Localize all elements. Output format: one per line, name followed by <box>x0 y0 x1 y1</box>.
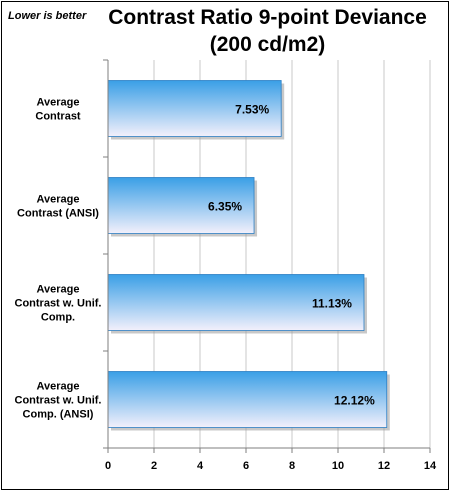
bar <box>107 80 282 137</box>
x-tick-label: 4 <box>197 460 204 472</box>
chart-title-line-1: Contrast Ratio 9-point Deviance <box>108 6 427 29</box>
bar <box>107 177 255 234</box>
value-label: 11.13% <box>312 297 352 311</box>
x-tick-label: 2 <box>151 460 157 472</box>
x-tick-label: 14 <box>424 460 437 472</box>
category-label: Average Contrast (ANSI) <box>17 194 99 220</box>
value-label: 12.12% <box>334 394 375 408</box>
x-tick-label: 8 <box>289 460 295 472</box>
x-tick-label: 12 <box>378 460 390 472</box>
chart-title-line-2: (200 cd/m2) <box>209 33 326 56</box>
value-label: 7.53% <box>235 103 269 117</box>
labels: 0 2 4 6 8 10 12 14 7.53% Average Contrast 6.35% Aver… <box>15 97 437 473</box>
x-tick-label: 6 <box>243 460 249 472</box>
category-label: Average Contrast w. Unif. Comp. <box>15 284 102 324</box>
category-label: Average Contrast w. Unif. Comp. (ANSI) <box>15 381 102 421</box>
bars <box>107 80 390 431</box>
bar <box>107 371 388 428</box>
category-label: Average Contrast <box>35 97 81 123</box>
bar <box>107 274 365 331</box>
chart-title: Contrast Ratio 9-point Deviance (200 cd/… <box>95 4 440 58</box>
x-tick-label: 10 <box>332 460 344 472</box>
chart-note: Lower is better <box>8 10 87 22</box>
value-label: 6.35% <box>208 200 242 214</box>
axes <box>103 59 431 453</box>
x-tick-label: 0 <box>105 460 111 472</box>
